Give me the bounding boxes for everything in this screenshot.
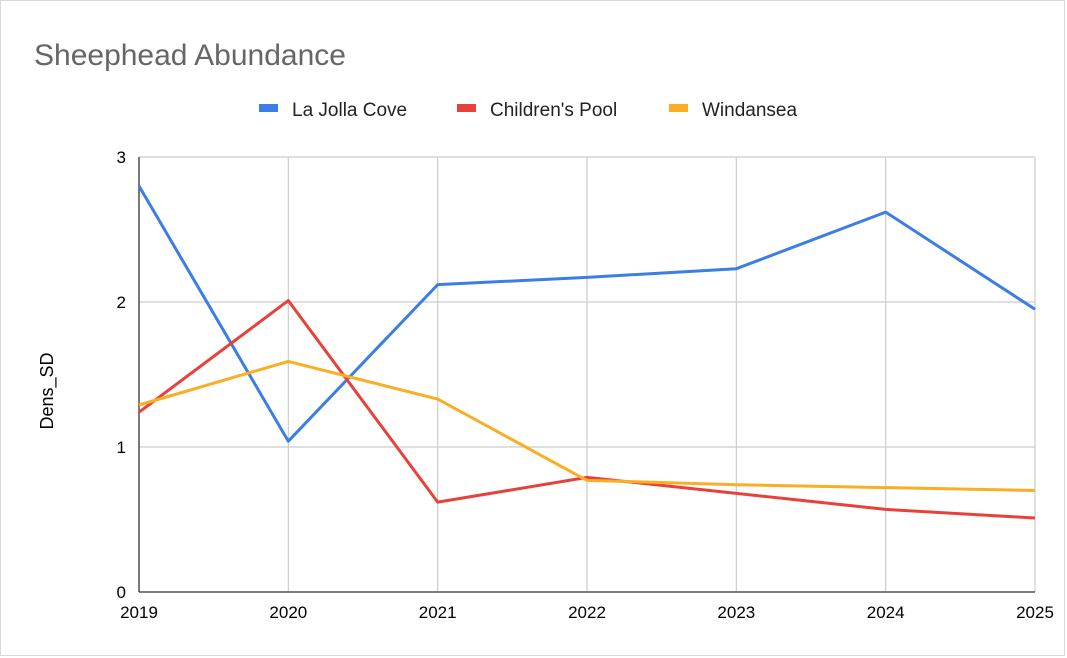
- y-tick-label: 3: [117, 148, 126, 167]
- x-tick-label: 2025: [1016, 603, 1054, 622]
- legend-label-childrens-pool: Children's Pool: [490, 100, 617, 121]
- x-tick-label: 2023: [717, 603, 755, 622]
- y-tick-label: 2: [117, 293, 126, 312]
- legend-swatch-childrens-pool: [457, 104, 476, 112]
- y-tick-label: 1: [117, 438, 126, 457]
- x-tick-label: 2019: [120, 603, 158, 622]
- y-axis-title: Dens_SD: [37, 352, 58, 429]
- x-tick-label: 2021: [419, 603, 457, 622]
- legend-label-la-jolla-cove: La Jolla Cove: [292, 100, 407, 121]
- chart-axes: [138, 157, 1035, 593]
- chart-grid: [139, 156, 1036, 592]
- series-line-windansea: [138, 359, 1036, 492]
- legend-label-windansea: Windansea: [702, 100, 797, 121]
- x-tick-label: 2022: [568, 603, 606, 622]
- y-tick-label: 0: [117, 583, 126, 602]
- legend-swatch-la-jolla-cove: [259, 104, 278, 112]
- chart-series: [137, 185, 1036, 520]
- chart-title: Sheephead Abundance: [34, 39, 346, 72]
- x-tick-label: 2020: [269, 603, 307, 622]
- legend-swatch-windansea: [669, 104, 688, 112]
- chart-legend: La Jolla Cove Children's Pool Windansea: [259, 100, 797, 121]
- chart-tick-labels: 0 1 2 3 2019 2020 2021 2022 2023 2024 2025: [117, 148, 1054, 622]
- x-tick-label: 2024: [867, 603, 905, 622]
- series-line-children-s-pool: [138, 299, 1036, 520]
- series-line-la-jolla-cove: [137, 185, 1036, 443]
